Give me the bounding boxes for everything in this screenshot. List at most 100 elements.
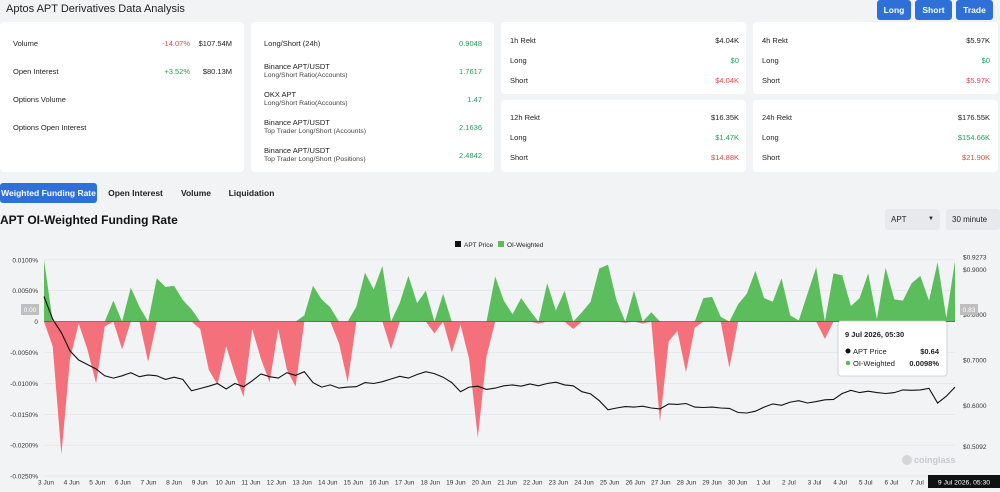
y-tick-left: 0 (34, 319, 38, 326)
x-tick-label: 17 Jun (395, 480, 415, 487)
y-tick-left: -0.0050% (10, 350, 38, 357)
x-tick-label: 25 Jun (600, 480, 620, 487)
rekt-total: $16.35K (711, 113, 739, 122)
y-tick-right: $0.6000 (963, 403, 987, 410)
rekt-title: 1h Rekt (510, 36, 536, 45)
options-open-interest-label: Options Open Interest (13, 123, 87, 132)
symbol-select-value: APT (891, 215, 907, 224)
y-axis-right: $0.9273 $0.9000 $0.8000 $0.7000 $0.6000 $0.50… (963, 255, 987, 451)
funding-rate-chart[interactable]: 0.0100% 0.0050% 0 -0.0050% -0.0100% -0.0150% -… (0, 234, 1000, 492)
x-tick-label: 16 Jun (369, 480, 389, 487)
legend-oi-label: OI-Weighted (507, 242, 544, 249)
x-tick-label: 22 Jun (523, 480, 543, 487)
coinglass-logo-icon (902, 455, 912, 465)
rekt-total: $4.04K (715, 36, 739, 45)
x-tick-label: 14 Jun (318, 480, 338, 487)
rekt-short-value: $4.04K (715, 76, 739, 85)
rekt-title: 24h Rekt (762, 113, 793, 122)
rekt-long-label: Long (510, 133, 527, 142)
rekt-long-value: $1.47K (715, 133, 739, 142)
rekt-short-value: $5.97K (966, 76, 990, 85)
right-marker-text: 0.83 (963, 307, 976, 314)
tab-volume[interactable]: Volume (180, 188, 212, 198)
ratio-sublabel: Top Trader Long/Short (Accounts) (264, 128, 367, 135)
ratio-value: 1.47 (467, 95, 482, 104)
x-tick-label: 12 Jun (267, 480, 287, 487)
x-tick-label: 20 Jun (472, 480, 492, 487)
ratio-value: 0.9048 (459, 39, 482, 48)
interval-select-value: 30 minute (952, 215, 988, 224)
x-tick-label: 5 Jul (859, 480, 873, 487)
trade-button[interactable]: Trade (956, 0, 993, 20)
x-tick-label: 13 Jun (292, 480, 312, 487)
rekt-12h-card: 12h Rekt $16.35K Long $1.47K Short $14.8… (501, 100, 746, 172)
volume-value: $107.54M (198, 39, 232, 48)
y-tick-right: $0.9273 (963, 255, 987, 262)
y-tick-left: -0.0100% (10, 381, 38, 388)
apt-price-line (43, 296, 956, 414)
x-tick-label: 7 Jun (141, 480, 157, 487)
x-tick-label: 3 Jun (38, 480, 54, 487)
symbol-select[interactable]: APT ▼ (885, 209, 940, 230)
rekt-long-label: Long (510, 56, 527, 65)
ratio-value: 2.4842 (459, 151, 482, 160)
x-tick-label: 18 Jun (420, 480, 440, 487)
interval-select[interactable]: 30 minute (946, 209, 1000, 230)
positive-area (44, 259, 955, 322)
y-tick-right: $0.8000 (963, 312, 987, 319)
tab-weighted-funding-rate[interactable]: Weighted Funding Rate (0, 183, 97, 203)
funding-area-positive (44, 259, 955, 322)
x-tick-label: 30 Jun (728, 480, 748, 487)
rekt-short-label: Short (510, 153, 528, 162)
rekt-total: $176.55K (957, 113, 990, 122)
rekt-short-value: $14.88K (711, 153, 739, 162)
rekt-long-value: $0 (730, 56, 739, 65)
x-tick-label: 1 Jul (756, 480, 770, 487)
ratio-value: 2.1636 (459, 123, 482, 132)
x-tick-label: 9 Jun (192, 480, 208, 487)
chevron-down-icon: ▼ (928, 216, 934, 222)
y-tick-right: $0.5092 (963, 444, 987, 451)
open-interest-change: +3.52% (164, 67, 190, 76)
watermark: coinglass (902, 455, 956, 465)
x-tick-label: 8 Jun (166, 480, 182, 487)
tooltip-price-value: $0.64 (920, 347, 940, 356)
x-axis: 3 Jun 4 Jun 5 Jun 6 Jun 7 Jun 8 Jun 9 Jun 10 Ju… (38, 480, 924, 487)
volume-label: Volume (13, 39, 39, 48)
x-tick-label: 28 Jun (677, 480, 697, 487)
ratio-label: OKX APT (264, 90, 297, 99)
tooltip-rate-value: 0.0098% (909, 359, 939, 368)
chart-title: APT OI-Weighted Funding Rate (0, 213, 178, 227)
open-interest-value: $80.13M (202, 67, 232, 76)
short-button[interactable]: Short (915, 0, 952, 20)
ratio-sublabel: Long/Short Ratio(Accounts) (264, 100, 348, 107)
volume-change: -14.07% (162, 39, 190, 48)
left-marker-badge (21, 304, 39, 315)
long-button[interactable]: Long (877, 0, 911, 20)
rekt-total: $5.97K (966, 36, 990, 45)
page-title: Aptos APT Derivatives Data Analysis (6, 3, 185, 15)
tab-open-interest[interactable]: Open Interest (108, 188, 163, 198)
y-tick-left: -0.0150% (10, 412, 38, 419)
ratio-label: Binance APT/USDT (264, 146, 330, 155)
long-short-ratio-card: Long/Short (24h) 0.9048 Binance APT/USDT… (251, 22, 494, 172)
current-x-label: 9 Jul 2026, 05:30 (938, 480, 990, 487)
x-tick-label: 26 Jun (625, 480, 645, 487)
rekt-24h-card: 24h Rekt $176.55K Long $154.66K Short $2… (753, 100, 998, 172)
x-tick-label: 27 Jun (651, 480, 671, 487)
rekt-long-value: $154.66K (957, 133, 990, 142)
right-marker-badge (960, 304, 978, 315)
y-axis-left: 0.0100% 0.0050% 0 -0.0050% -0.0100% -0.0150% -… (10, 257, 38, 480)
y-tick-left: -0.0250% (10, 474, 38, 481)
watermark-text: coinglass (914, 455, 956, 465)
tooltip-box (837, 320, 948, 377)
rekt-title: 12h Rekt (510, 113, 541, 122)
tooltip-rate-label: OI-Weighted (853, 359, 895, 368)
x-tick-label: 24 Jun (574, 480, 594, 487)
x-tick-label: 29 Jun (702, 480, 722, 487)
tab-liquidation[interactable]: Liquidation (228, 188, 275, 198)
rekt-4h-card: 4h Rekt $5.97K Long $0 Short $5.97K (753, 22, 998, 94)
tooltip-date: 9 Jul 2026, 05:30 (845, 330, 904, 339)
tooltip-price-dot (845, 348, 851, 354)
ratio-label: Long/Short (24h) (264, 39, 321, 48)
